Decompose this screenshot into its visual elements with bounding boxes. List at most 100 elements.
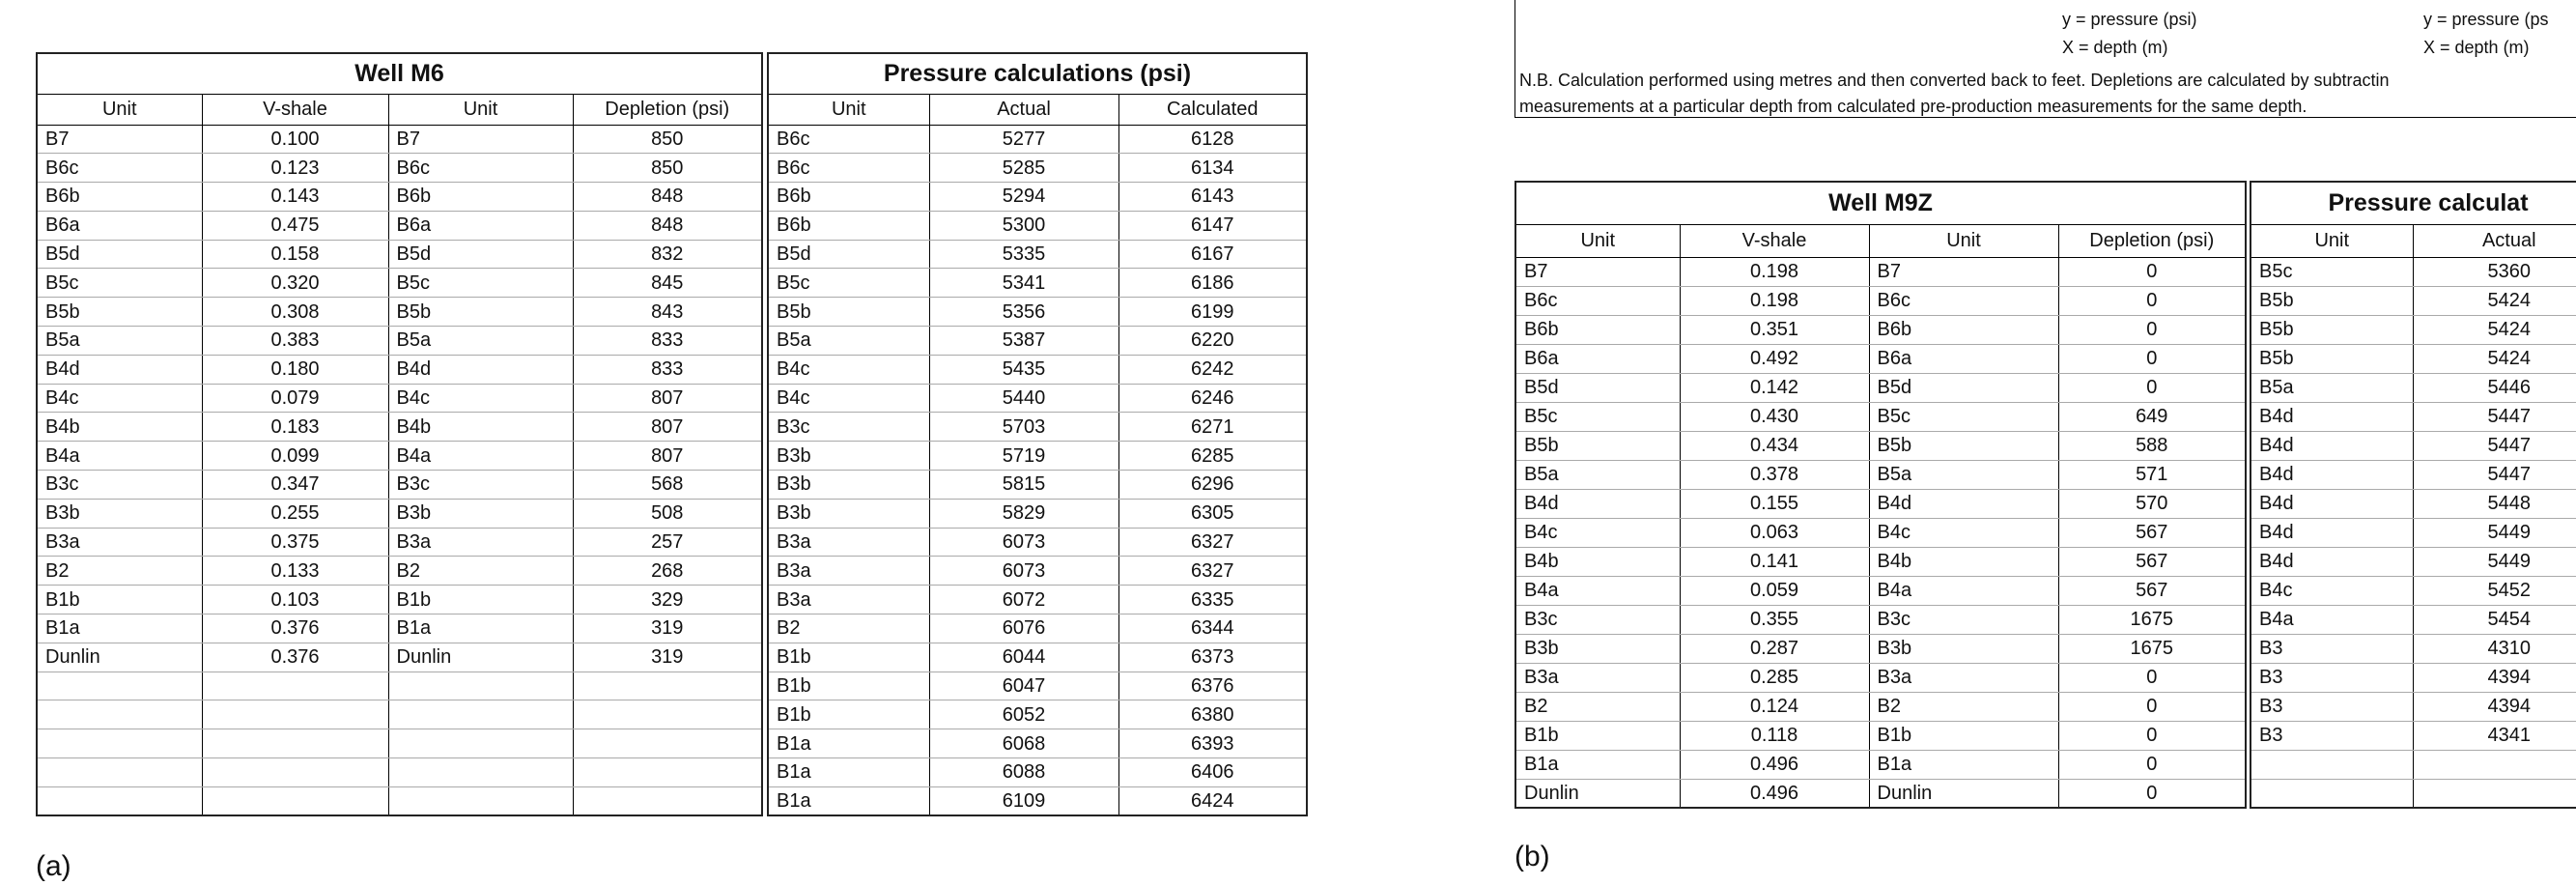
table-row: B6b 5300 6147 [767, 211, 1308, 241]
table-cell: 0.079 [201, 384, 389, 414]
table-cell: B5a [767, 326, 930, 356]
table-cell: 5719 [928, 441, 1119, 472]
table-cell: 5387 [928, 326, 1119, 356]
table-cell: 843 [572, 297, 763, 328]
table-cell: B4a [36, 441, 203, 472]
table-cell: 4394 [2412, 663, 2576, 693]
table-cell: 588 [2057, 431, 2247, 461]
table-cell: B6b [767, 211, 930, 241]
table-row: B1a 6109 6424 [767, 786, 1308, 816]
table-cell: 6344 [1118, 614, 1308, 643]
table-cell: 6305 [1118, 499, 1308, 529]
table-cell: B4b [1868, 547, 2059, 577]
table-cell: 0.255 [201, 499, 389, 529]
note-line: measurements at a particular depth from … [1519, 97, 2307, 116]
table-cell: 6393 [1118, 729, 1308, 759]
table-row: B5b 5424 [2250, 286, 2576, 316]
table-cell: B6a [387, 211, 574, 241]
table-cell [572, 672, 763, 701]
table-cell: 0.118 [1679, 721, 1870, 751]
table-cell: B1b [767, 672, 930, 701]
table-cell: B6c [387, 153, 574, 184]
table-title: Well M9Z [1514, 181, 2247, 225]
table-row: B3b 5829 6305 [767, 499, 1308, 529]
table-cell: B5d [767, 240, 930, 270]
table-cell: B7 [36, 125, 203, 155]
table-row: B5d 0.142 B5d 0 [1514, 373, 2247, 403]
table-cell: 0.180 [201, 355, 389, 385]
table-cell: B4d [2250, 431, 2414, 461]
table-title: Well M6 [36, 52, 763, 95]
table-cell: B5d [36, 240, 203, 270]
table-cell: 508 [572, 499, 763, 529]
table-cell: B3b [387, 499, 574, 529]
table-cell: 0.496 [1679, 750, 1870, 780]
table-cell: B6a [36, 211, 203, 241]
table-row: B4d 0.180 B4d 833 [36, 355, 763, 385]
table-cell: 5440 [928, 384, 1119, 414]
table-cell: 0.198 [1679, 286, 1870, 316]
table-cell: 6220 [1118, 326, 1308, 356]
table-cell: 6376 [1118, 672, 1308, 701]
table-cell: B4b [1514, 547, 1681, 577]
table-row: B3b 5815 6296 [767, 470, 1308, 500]
table-cell: 0 [2057, 344, 2247, 374]
table-row: B5a 5446 [2250, 373, 2576, 403]
table-cell: 5435 [928, 355, 1119, 385]
table-cell: B6b [1868, 315, 2059, 345]
table-cell: 5424 [2412, 315, 2576, 345]
table-cell: 807 [572, 441, 763, 472]
table-row: B3a 0.285 B3a 0 [1514, 663, 2247, 693]
table-cell: B4d [2250, 518, 2414, 548]
table-row: B1a 0.496 B1a 0 [1514, 750, 2247, 780]
table-row: B6c 5285 6134 [767, 153, 1308, 184]
column-header: Actual [2412, 223, 2576, 258]
table-row: B6a 0.492 B6a 0 [1514, 344, 2247, 374]
table-cell: 5454 [2412, 605, 2576, 635]
table-row: B1a 6068 6393 [767, 729, 1308, 759]
table-cell: 6246 [1118, 384, 1308, 414]
formula-y: y = pressure (psi) [2062, 10, 2197, 29]
table-cell: 6296 [1118, 470, 1308, 500]
table-cell: 5449 [2412, 518, 2576, 548]
data-table: Pressure calculations (psi) Unit Actual Cal… [767, 52, 1308, 817]
table-cell: B6c [36, 153, 203, 184]
header-row: Unit Actual Calculated [767, 93, 1308, 126]
table-cell: 567 [2057, 518, 2247, 548]
table-cell: 850 [572, 153, 763, 184]
table-cell: 0.099 [201, 441, 389, 472]
table-cell: B3b [767, 499, 930, 529]
table-cell: 6186 [1118, 268, 1308, 299]
table-cell [201, 672, 389, 701]
table-row: Dunlin 0.496 Dunlin 0 [1514, 779, 2247, 809]
table-row: B1a 0.376 B1a 319 [36, 614, 763, 643]
table-cell: B3a [36, 528, 203, 557]
table-row: B5b 0.308 B5b 843 [36, 297, 763, 328]
table-cell: B6b [387, 182, 574, 212]
table-cell: B5d [1868, 373, 2059, 403]
table-cell: B3a [767, 556, 930, 586]
table-row: B1b 6044 6373 [767, 643, 1308, 672]
table-row: B4c 0.063 B4c 567 [1514, 518, 2247, 548]
table-cell: B5b [1868, 431, 2059, 461]
table-cell: 6044 [928, 643, 1119, 672]
table-cell: 848 [572, 182, 763, 212]
table-row: B6b 0.351 B6b 0 [1514, 315, 2247, 345]
table-cell: B3c [1514, 605, 1681, 635]
table-row: B3 4394 [2250, 692, 2576, 722]
table-cell: B3b [36, 499, 203, 529]
table-cell: B5b [767, 297, 930, 328]
table-cell: B1b [767, 700, 930, 730]
table-cell: 6073 [928, 528, 1119, 557]
panel-label: (b) [1514, 841, 1550, 872]
table-cell: B3 [2250, 692, 2414, 722]
table-cell: 0.376 [201, 614, 389, 643]
table-cell: B1b [1868, 721, 2059, 751]
table-cell: 5360 [2412, 257, 2576, 287]
table-cell: 0 [2057, 779, 2247, 809]
table-cell: 1675 [2057, 634, 2247, 664]
table-cell: 5285 [928, 153, 1119, 184]
table-cell: 807 [572, 384, 763, 414]
title-row: Pressure calculat [2250, 181, 2576, 225]
table-row: B5b 5424 [2250, 315, 2576, 345]
